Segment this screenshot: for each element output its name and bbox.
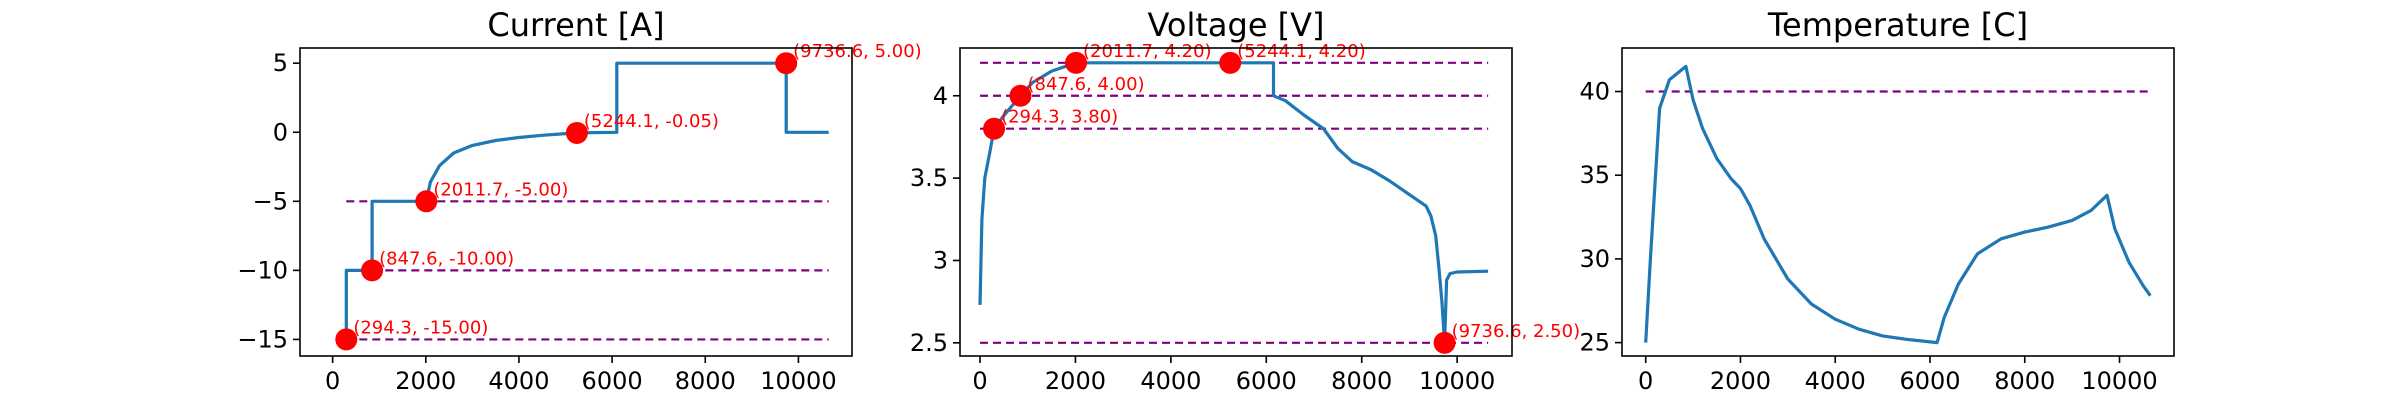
y-tick-label: 3 <box>933 246 948 274</box>
x-tick-label: 6000 <box>582 367 643 395</box>
y-tick-label: 0 <box>273 118 288 146</box>
x-tick-label: 2000 <box>395 367 456 395</box>
data-marker <box>361 259 384 282</box>
marker-annotation: (2011.7, -5.00) <box>433 179 568 200</box>
x-tick-label: 8000 <box>675 367 736 395</box>
data-marker <box>1219 51 1242 74</box>
data-marker <box>1065 51 1088 74</box>
x-tick-label: 4000 <box>1805 367 1866 395</box>
temperature-series-line <box>1644 64 2152 345</box>
x-tick-label: 8000 <box>1331 367 1392 395</box>
data-marker <box>983 117 1006 140</box>
y-tick-label: 5 <box>273 49 288 77</box>
x-tick-label: 2000 <box>1710 367 1771 395</box>
marker-annotation: (5244.1, -0.05) <box>584 111 719 132</box>
marker-annotation: (294.3, -15.00) <box>353 317 488 338</box>
x-tick-label: 6000 <box>1899 367 1960 395</box>
marker-annotation: (9736.6, 5.00) <box>793 41 922 62</box>
marker-annotation: (847.6, 4.00) <box>1027 74 1144 95</box>
data-marker <box>415 190 438 213</box>
voltage-title: Voltage [V] <box>1147 6 1324 44</box>
x-tick-label: 10000 <box>1419 367 1495 395</box>
y-tick-label: 25 <box>1579 329 1610 357</box>
y-tick-label: 3.5 <box>910 164 948 192</box>
x-tick-label: 4000 <box>488 367 549 395</box>
data-marker <box>775 52 798 75</box>
current-panel: Current [A] (294.3, -15.00) (847.6, -10.00… <box>237 6 921 395</box>
y-tick-label: 2.5 <box>910 329 948 357</box>
x-tick-label: 0 <box>1638 367 1653 395</box>
x-tick-label: 10000 <box>2081 367 2157 395</box>
x-tick-label: 6000 <box>1236 367 1297 395</box>
y-tick-label: −15 <box>237 325 288 353</box>
voltage-series-line <box>978 61 1489 345</box>
current-series-line <box>344 61 829 340</box>
y-tick-label: 35 <box>1579 161 1610 189</box>
voltage-axes-frame <box>959 47 1513 357</box>
temperature-axes-frame <box>1621 47 2175 357</box>
x-tick-label: 0 <box>972 367 987 395</box>
temperature-title: Temperature [C] <box>1767 6 2028 44</box>
voltage-panel: Voltage [V] (294.3, 3.80) (847.6, 4.00) (20… <box>910 6 1580 395</box>
y-tick-label: −10 <box>237 256 288 284</box>
y-tick-label: 4 <box>933 82 948 110</box>
y-tick-label: 30 <box>1579 245 1610 273</box>
x-tick-label: 10000 <box>760 367 836 395</box>
temperature-panel: Temperature [C] 0 2000 4000 6000 8000 10000 25 3… <box>1579 6 2175 395</box>
x-tick-label: 8000 <box>1994 367 2055 395</box>
marker-annotation: (294.3, 3.80) <box>1001 107 1118 128</box>
data-marker <box>1433 331 1456 354</box>
current-title: Current [A] <box>487 6 664 44</box>
data-marker <box>565 121 588 144</box>
data-marker <box>335 328 358 351</box>
marker-annotation: (847.6, -10.00) <box>379 248 514 269</box>
y-tick-label: 40 <box>1579 78 1610 106</box>
data-marker <box>1009 84 1032 107</box>
x-tick-label: 0 <box>325 367 340 395</box>
x-tick-label: 2000 <box>1045 367 1106 395</box>
y-tick-label: −5 <box>253 187 288 215</box>
marker-annotation: (2011.7, 4.20) <box>1083 41 1212 62</box>
marker-annotation: (9736.6, 2.50) <box>1452 321 1581 342</box>
marker-annotation: (5244.1, 4.20) <box>1237 41 1366 62</box>
x-tick-label: 4000 <box>1140 367 1201 395</box>
